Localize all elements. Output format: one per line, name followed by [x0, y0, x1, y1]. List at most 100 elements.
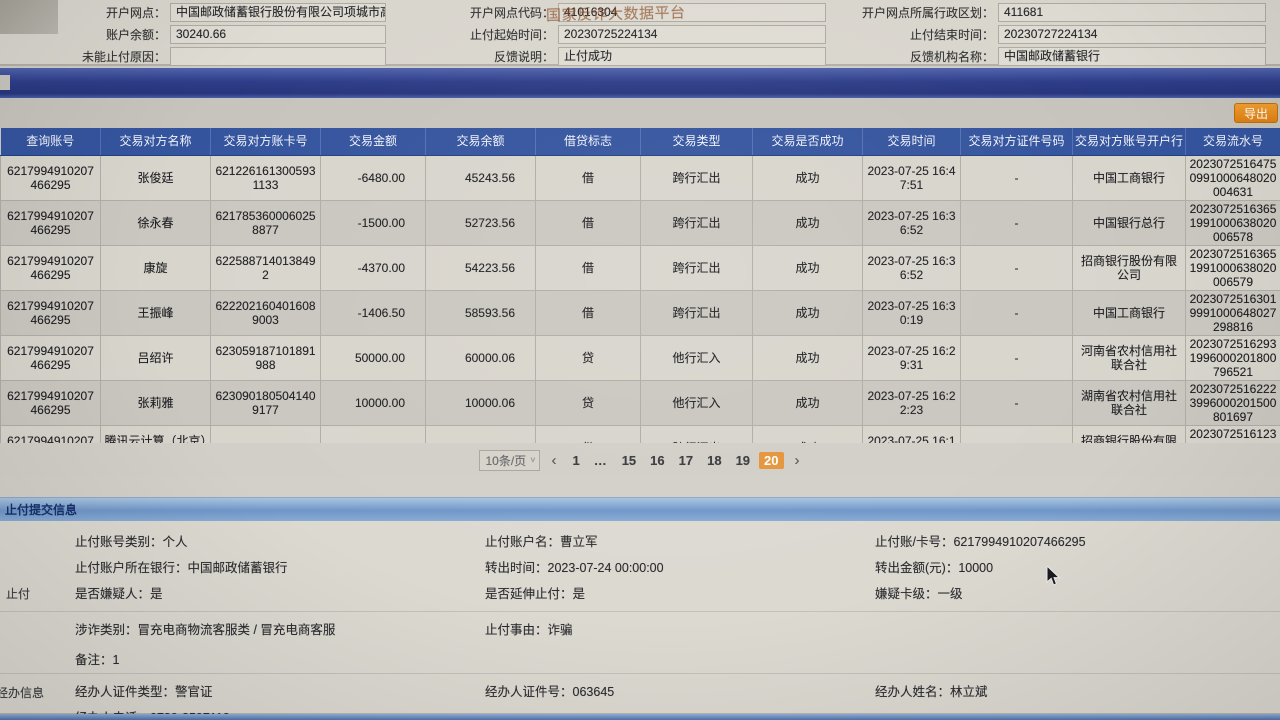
table-row[interactable]: 6217994910207466295 张莉雅 623090180504140917… [0, 379, 1280, 426]
table-cell: 成功 [752, 379, 863, 426]
account-field: 开户网点所属行政区划： 411681 [840, 2, 1280, 23]
table-row[interactable]: 6217994910207466295 徐永春 621785360006025887… [0, 199, 1280, 246]
table-cell: 湖南省农村信用社联合社 [1072, 379, 1186, 426]
field-label: 开户网点所属行政区划： [861, 6, 994, 20]
table-cell: 借 [535, 154, 641, 201]
page-ellipsis[interactable]: … [593, 452, 608, 468]
page-item[interactable]: 19 [735, 452, 751, 468]
group-label-jingban: 经办信息 [0, 686, 45, 700]
next-page-button[interactable]: › [794, 451, 800, 469]
page-size-select[interactable]: 10条/页 ˅ [478, 449, 541, 471]
column-header: 交易时间 [862, 128, 961, 156]
page-item[interactable]: 18 [707, 452, 722, 468]
page-item[interactable]: 17 [678, 452, 694, 468]
field-value: 是 [150, 587, 163, 601]
collapse-tab-nub[interactable] [0, 75, 10, 90]
table-row[interactable]: 6217994910207466295 张俊廷 621226161300593113… [0, 154, 1280, 201]
column-header: 交易流水号 [1185, 128, 1280, 156]
table-cell: 贷 [535, 379, 641, 426]
table-cell: 6230901805041409177 [210, 379, 321, 426]
table-cell: 623059187101891988 [210, 334, 321, 381]
field-label: 转出金额(元)： [875, 561, 959, 575]
field-label: 反馈机构名称： [909, 50, 994, 64]
column-header: 交易余额 [425, 128, 536, 156]
table-cell: 2023-07-25 16:29:31 [862, 334, 961, 381]
table-row[interactable]: 6217994910207466295 康旋 6225887140138492 -43… [0, 244, 1280, 291]
form-field: 备注：1 [75, 647, 485, 673]
field-value-box[interactable]: 20230725224134 [558, 25, 826, 44]
table-cell: 徐永春 [100, 199, 211, 246]
photo-corner-shade [0, 0, 58, 34]
submit-info-title: 止付提交信息 [5, 503, 78, 517]
form-field: 止付账户所在银行：中国邮政储蓄银行 [75, 555, 485, 581]
table-cell: 招商银行股份有限公司 [1072, 244, 1186, 291]
table-cell: 他行汇入 [640, 334, 753, 381]
table-cell: 20230725163019991000648027298816 [1185, 289, 1280, 336]
table-row[interactable]: 6217994910207466295 王振峰 622202160401608900… [0, 289, 1280, 336]
anti-fraud-watermark: 国家反诈大数据平台 [545, 4, 686, 25]
field-label: 账户余额： [105, 28, 166, 42]
form-field: 止付账号类别：个人 [75, 529, 485, 555]
table-cell: 王振峰 [100, 289, 211, 336]
table-cell: 2023-07-25 16:36:52 [862, 199, 961, 246]
field-value-box[interactable]: 41016304 [558, 3, 826, 22]
field-label: 是否延伸止付： [485, 587, 573, 601]
table-cell: - [960, 199, 1073, 246]
table-cell: 借 [535, 289, 641, 336]
form-field: 涉诈类别：冒充电商物流客服类 / 冒充电商客服 [75, 617, 485, 643]
form-field: 是否延伸止付：是 [485, 581, 875, 607]
column-header: 交易是否成功 [752, 128, 863, 156]
table-cell: 6217994910207466295 [0, 244, 101, 291]
field-label: 止付事由： [485, 623, 548, 637]
field-label: 经办人证件类型： [75, 685, 176, 699]
account-field: 未能止付原因： [0, 46, 400, 67]
field-label: 嫌疑卡级： [875, 587, 938, 601]
table-cell: 6222021604016089003 [210, 289, 321, 336]
page-item[interactable]: 15 [621, 452, 637, 468]
page-item[interactable]: 1 [572, 452, 580, 468]
export-button[interactable]: 导出 [1233, 103, 1278, 123]
field-value-box[interactable]: 止付成功 [558, 47, 826, 66]
table-cell: 52723.56 [425, 199, 536, 246]
field-value: 中国邮政储蓄银行 [187, 561, 288, 575]
field-label: 涉诈类别： [75, 623, 138, 637]
next-section-bar [0, 714, 1280, 720]
table-cell: 6217994910207466295 [0, 334, 101, 381]
table-row[interactable]: 6217994910207466295 吕绍许 623059187101891988… [0, 334, 1280, 381]
table-cell: - [960, 244, 1073, 291]
table-cell: 康旋 [100, 244, 211, 291]
field-value-box[interactable]: 中国邮政储蓄银行股份有限公司项城市高寺... [170, 3, 386, 22]
table-cell: 跨行汇出 [640, 289, 753, 336]
table-cell: 成功 [752, 289, 863, 336]
table-cell: -6480.00 [320, 154, 426, 201]
table-cell: -4370.00 [320, 244, 426, 291]
table-cell: 中国工商银行 [1072, 289, 1186, 336]
field-value-box[interactable]: 20230727224134 [998, 25, 1266, 44]
table-cell: 成功 [752, 199, 863, 246]
table-toolbar: 导出 [0, 98, 1280, 128]
page-current[interactable]: 20 [759, 451, 784, 469]
table-cell: 10000.00 [320, 379, 426, 426]
form-field: 转出时间：2023-07-24 00:00:00 [485, 555, 875, 581]
field-value: 是 [572, 587, 586, 601]
prev-page-button[interactable]: ‹ [551, 451, 557, 469]
table-cell: 2023-07-25 16:36:52 [862, 244, 961, 291]
page-item[interactable]: 16 [650, 452, 665, 468]
table-cell: 成功 [752, 244, 863, 291]
table-cell: 20230725163651991000638020006578 [1185, 199, 1280, 246]
table-cell: 借 [535, 199, 641, 246]
table-cell: 河南省农村信用社联合社 [1072, 334, 1186, 381]
field-label: 是否嫌疑人： [75, 587, 151, 601]
table-cell: -1406.50 [320, 289, 426, 336]
table-cell: 20230725164750991000648020004631 [1185, 154, 1280, 201]
table-cell: 20230725163651991000638020006579 [1185, 244, 1280, 291]
table-cell: 20230725162223996000201500801697 [1185, 379, 1280, 426]
field-value-box[interactable]: 中国邮政储蓄银行 [998, 47, 1266, 66]
submit-info-header: 止付提交信息 [0, 497, 1280, 521]
account-field: 反馈说明： 止付成功 [400, 46, 840, 67]
field-value-box[interactable] [170, 47, 386, 66]
table-cell: 中国银行总行 [1072, 199, 1186, 246]
table-cell: 6212261613005931133 [210, 154, 321, 201]
field-value-box[interactable]: 411681 [998, 3, 1266, 22]
field-value-box[interactable]: 30240.66 [170, 25, 386, 44]
